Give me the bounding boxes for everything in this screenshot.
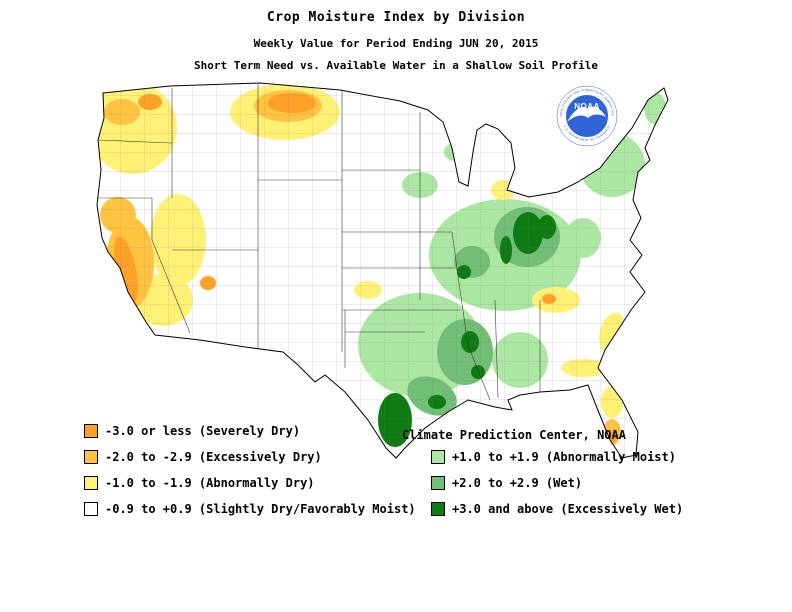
legend-item-abnormally-dry: -1.0 to -1.9 (Abnormally Dry) (84, 476, 416, 490)
noaa-logo: NATIONAL OCEANIC AND ATMOSPHERIC ADMINIS… (556, 85, 618, 147)
subtitle-period: Weekly Value for Period Ending JUN 20, 2… (253, 37, 539, 50)
legend-label-excessively-wet: +3.0 and above (Excessively Wet) (452, 502, 684, 516)
legend-item-neutral: -0.9 to +0.9 (Slightly Dry/Favorably Moi… (84, 502, 416, 516)
legend-label-wet: +2.0 to +2.9 (Wet) (452, 476, 583, 490)
legend-wet-column: +1.0 to +1.9 (Abnormally Moist) +2.0 to … (431, 450, 683, 516)
legend-item-severely-dry: -3.0 or less (Severely Dry) (84, 424, 416, 438)
subtitle-description: Short Term Need vs. Available Water in a… (194, 59, 598, 72)
state-boundaries (97, 84, 541, 401)
legend-label-abnormally-dry: -1.0 to -1.9 (Abnormally Dry) (105, 476, 315, 490)
legend-item-excessively-dry: -2.0 to -2.9 (Excessively Dry) (84, 450, 416, 464)
legend-label-excessively-dry: -2.0 to -2.9 (Excessively Dry) (105, 450, 322, 464)
abnormally-dry-swatch-icon (84, 476, 98, 490)
attribution-text: Climate Prediction Center, NOAA (402, 428, 626, 442)
excessively-dry-swatch-icon (84, 450, 98, 464)
legend-item-abnormally-moist: +1.0 to +1.9 (Abnormally Moist) (431, 450, 683, 464)
severely-dry-swatch-icon (84, 424, 98, 438)
wet-swatch-icon (431, 476, 445, 490)
legend-item-wet: +2.0 to +2.9 (Wet) (431, 476, 683, 490)
legend-dry-column: -3.0 or less (Severely Dry) -2.0 to -2.9… (84, 424, 416, 516)
excessively-wet-swatch-icon (431, 502, 445, 516)
neutral-swatch-icon (84, 502, 98, 516)
noaa-seagull-icon (567, 106, 606, 122)
legend-label-abnormally-moist: +1.0 to +1.9 (Abnormally Moist) (452, 450, 676, 464)
page-title: Crop Moisture Index by Division (266, 10, 526, 25)
legend-label-severely-dry: -3.0 or less (Severely Dry) (105, 424, 301, 438)
abnormally-moist-swatch-icon (431, 450, 445, 464)
noaa-logo-label: NOAA (574, 102, 600, 111)
legend-label-neutral: -0.9 to +0.9 (Slightly Dry/Favorably Moi… (105, 502, 416, 516)
legend-item-excessively-wet: +3.0 and above (Excessively Wet) (431, 502, 683, 516)
